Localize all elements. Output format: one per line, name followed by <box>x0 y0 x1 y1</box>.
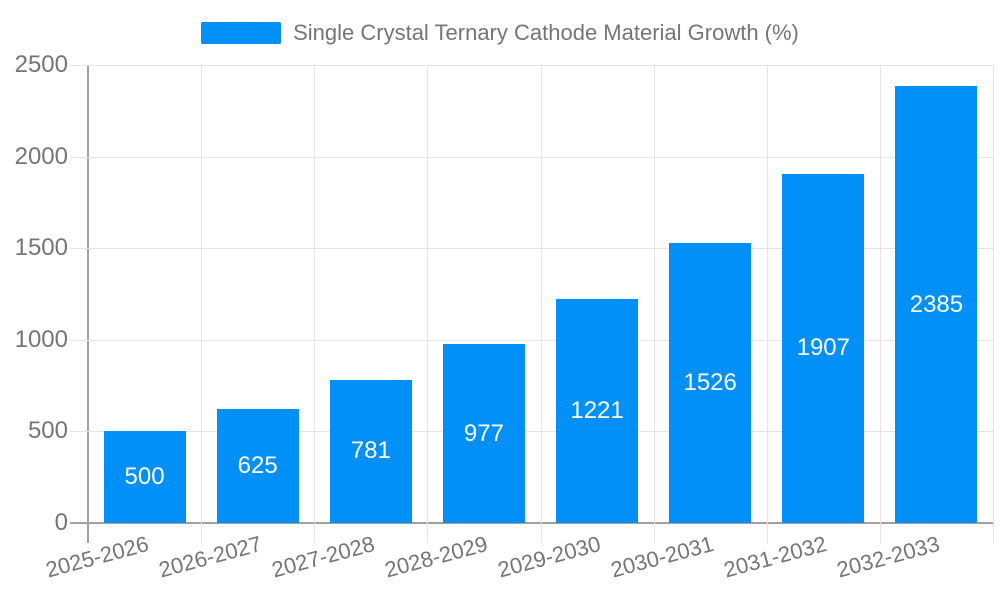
bar-2026-2027[interactable]: 625 <box>216 408 299 523</box>
legend-item[interactable]: Single Crystal Ternary Cathode Material … <box>0 20 1000 46</box>
bar-value-label: 781 <box>350 437 391 465</box>
bar-value-label: 500 <box>124 463 165 491</box>
gridline-vertical <box>540 65 542 543</box>
gridline-vertical <box>653 65 655 543</box>
bar-2028-2029[interactable]: 977 <box>442 344 525 523</box>
bar-2031-2032[interactable]: 1907 <box>782 173 865 523</box>
y-tick-label: 2500 <box>14 51 68 78</box>
legend-swatch-icon <box>201 22 282 44</box>
bar-2030-2031[interactable]: 1526 <box>669 243 752 523</box>
gridline-horizontal <box>70 65 993 66</box>
gridline-horizontal <box>70 156 993 158</box>
gridline-horizontal <box>70 339 993 341</box>
gridline-vertical <box>314 65 316 543</box>
y-tick-label: 0 <box>54 509 68 536</box>
bar-value-label: 1526 <box>683 369 737 397</box>
bar-value-label: 1221 <box>570 397 624 425</box>
y-tick-label: 500 <box>27 417 68 445</box>
bar-2027-2028[interactable]: 781 <box>329 379 412 523</box>
bar-value-label: 977 <box>463 419 504 447</box>
gridline-vertical <box>993 65 994 543</box>
bar-value-label: 1907 <box>796 334 850 362</box>
gridline-vertical <box>427 65 429 543</box>
x-axis-line <box>70 522 993 524</box>
bar-value-label: 2385 <box>909 290 964 318</box>
bar-2025-2026[interactable]: 500 <box>103 431 186 523</box>
gridline-horizontal <box>70 248 993 250</box>
legend-label: Single Crystal Ternary Cathode Material … <box>293 20 799 45</box>
bar-2029-2030[interactable]: 1221 <box>556 299 639 523</box>
gridline-vertical <box>879 65 881 543</box>
plot-area: 0 500 1000 1500 2000 2500 500 2025-2026 625 2026-… <box>15 53 994 582</box>
gridline-vertical <box>766 65 768 543</box>
y-tick-label: 1000 <box>14 325 68 353</box>
bar-2032-2033[interactable]: 2385 <box>895 86 978 523</box>
gridline-horizontal <box>70 431 993 433</box>
y-tick-label: 2000 <box>14 142 68 170</box>
gridline-vertical <box>201 65 203 543</box>
y-tick-label: 1500 <box>14 234 68 262</box>
bar-value-label: 625 <box>237 451 278 479</box>
y-axis-line <box>87 65 89 543</box>
